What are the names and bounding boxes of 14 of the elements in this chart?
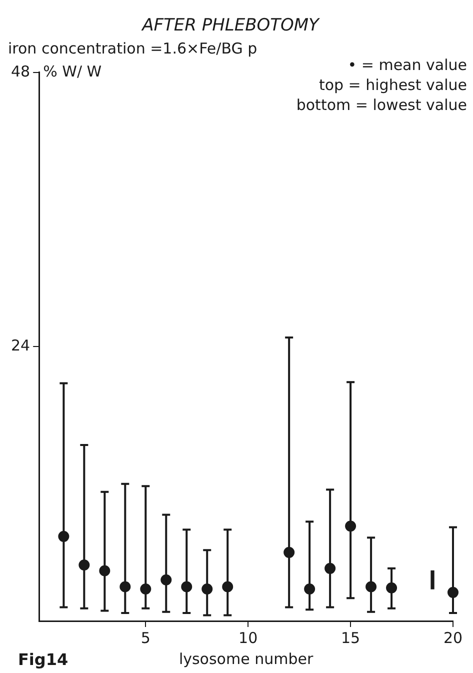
x-tick-label: 15 bbox=[341, 628, 360, 647]
y-tick-label: 48 bbox=[10, 62, 30, 80]
x-tick-label: 10 bbox=[238, 628, 258, 647]
annotation: top = highest value bbox=[318, 76, 467, 94]
x-tick-label: 5 bbox=[140, 628, 150, 647]
annotation: • = mean value bbox=[348, 56, 467, 74]
x-axis-title: lysosome number bbox=[178, 650, 314, 668]
annotation: bottom = lowest value bbox=[296, 96, 467, 114]
x-tick-label: 20 bbox=[443, 628, 463, 647]
caption: Fig14 bbox=[18, 650, 68, 670]
chart-subtitle: iron concentration =1.6×Fe/BG p bbox=[8, 39, 258, 58]
y-tick-label: 24 bbox=[10, 336, 30, 355]
chart-title: AFTER PHLEBOTOMY bbox=[141, 16, 321, 36]
y-axis-title: % W/ W bbox=[43, 62, 102, 80]
